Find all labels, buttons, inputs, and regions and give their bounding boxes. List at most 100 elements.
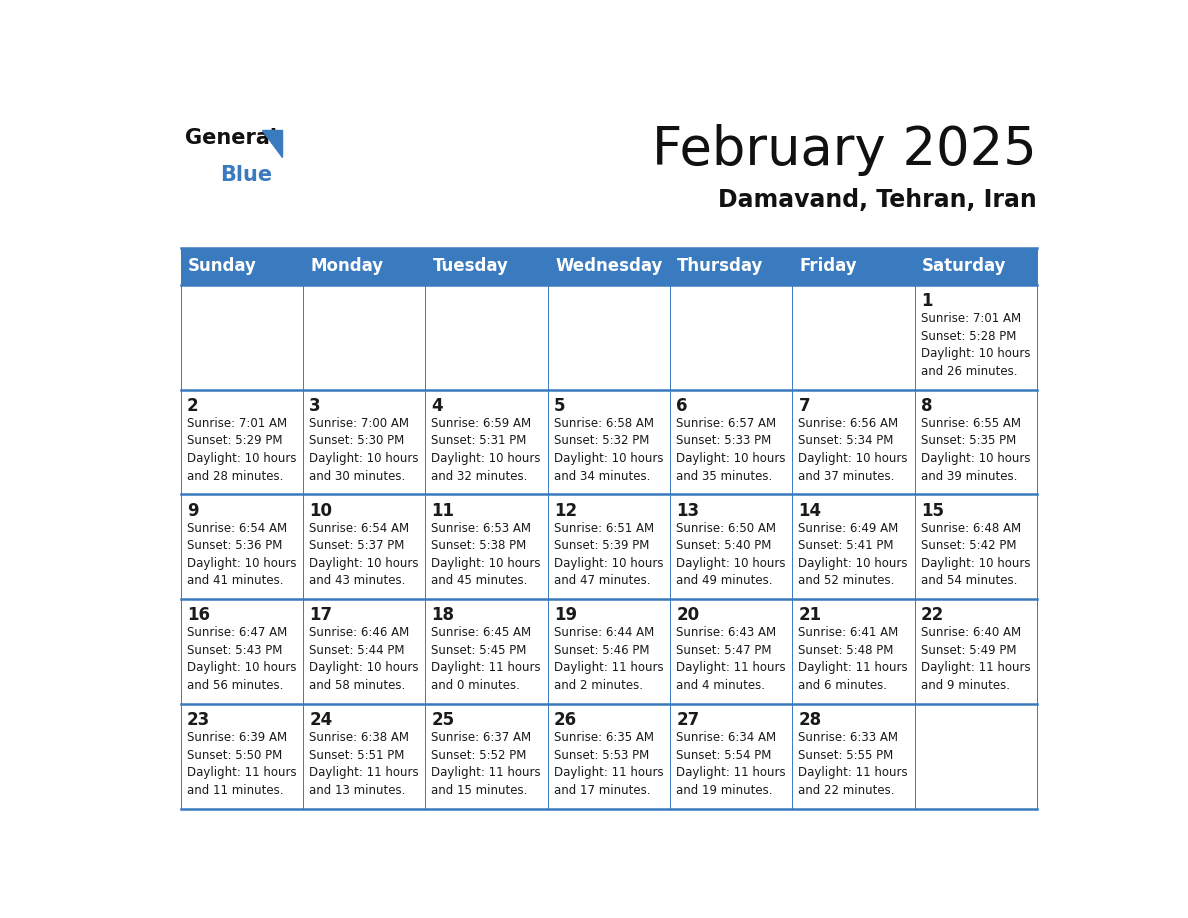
Text: Sunrise: 6:47 AM: Sunrise: 6:47 AM <box>187 626 287 639</box>
Text: Daylight: 10 hours: Daylight: 10 hours <box>309 452 418 465</box>
Bar <box>915 704 1037 809</box>
Text: Sunset: 5:44 PM: Sunset: 5:44 PM <box>309 644 405 657</box>
Text: Daylight: 10 hours: Daylight: 10 hours <box>921 556 1030 570</box>
Text: Daylight: 11 hours: Daylight: 11 hours <box>431 767 541 779</box>
Text: and 0 minutes.: and 0 minutes. <box>431 679 520 692</box>
Text: 18: 18 <box>431 607 455 624</box>
Bar <box>548 599 670 704</box>
Text: Sunrise: 6:54 AM: Sunrise: 6:54 AM <box>309 521 410 534</box>
Text: and 34 minutes.: and 34 minutes. <box>554 469 650 483</box>
Text: and 39 minutes.: and 39 minutes. <box>921 469 1017 483</box>
Bar <box>670 248 792 285</box>
Text: Sunrise: 6:45 AM: Sunrise: 6:45 AM <box>431 626 531 639</box>
Text: Sunrise: 7:00 AM: Sunrise: 7:00 AM <box>309 417 409 430</box>
Text: Sunset: 5:53 PM: Sunset: 5:53 PM <box>554 748 649 762</box>
Text: and 43 minutes.: and 43 minutes. <box>309 575 405 588</box>
Bar <box>670 494 792 599</box>
Text: Daylight: 10 hours: Daylight: 10 hours <box>309 662 418 675</box>
Text: 26: 26 <box>554 711 577 729</box>
Text: and 11 minutes.: and 11 minutes. <box>187 784 284 797</box>
Text: 28: 28 <box>798 711 822 729</box>
Bar <box>548 704 670 809</box>
Text: 1: 1 <box>921 292 933 310</box>
Text: Sunset: 5:30 PM: Sunset: 5:30 PM <box>309 434 404 447</box>
Text: and 58 minutes.: and 58 minutes. <box>309 679 405 692</box>
Text: Sunrise: 6:43 AM: Sunrise: 6:43 AM <box>676 626 776 639</box>
Text: Sunset: 5:28 PM: Sunset: 5:28 PM <box>921 330 1016 342</box>
Bar <box>670 389 792 494</box>
Bar <box>792 285 915 389</box>
Bar <box>792 704 915 809</box>
Text: 11: 11 <box>431 501 455 520</box>
Text: and 41 minutes.: and 41 minutes. <box>187 575 284 588</box>
Text: Wednesday: Wednesday <box>555 257 663 275</box>
Text: and 35 minutes.: and 35 minutes. <box>676 469 772 483</box>
Bar <box>303 704 425 809</box>
Bar <box>181 599 303 704</box>
Text: Sunset: 5:49 PM: Sunset: 5:49 PM <box>921 644 1016 657</box>
Bar <box>792 494 915 599</box>
Text: Sunset: 5:50 PM: Sunset: 5:50 PM <box>187 748 282 762</box>
Bar <box>548 494 670 599</box>
Text: 24: 24 <box>309 711 333 729</box>
Text: Sunset: 5:45 PM: Sunset: 5:45 PM <box>431 644 526 657</box>
Text: Sunset: 5:34 PM: Sunset: 5:34 PM <box>798 434 893 447</box>
Bar <box>792 389 915 494</box>
Text: 27: 27 <box>676 711 700 729</box>
Text: Sunrise: 6:50 AM: Sunrise: 6:50 AM <box>676 521 776 534</box>
Bar <box>792 599 915 704</box>
Text: 20: 20 <box>676 607 700 624</box>
Text: 21: 21 <box>798 607 822 624</box>
Text: Thursday: Thursday <box>677 257 764 275</box>
Bar <box>425 389 548 494</box>
Text: Daylight: 11 hours: Daylight: 11 hours <box>431 662 541 675</box>
Text: Sunrise: 6:53 AM: Sunrise: 6:53 AM <box>431 521 531 534</box>
Text: Friday: Friday <box>800 257 858 275</box>
Text: 15: 15 <box>921 501 943 520</box>
Text: Sunset: 5:32 PM: Sunset: 5:32 PM <box>554 434 649 447</box>
Bar <box>670 599 792 704</box>
Text: and 15 minutes.: and 15 minutes. <box>431 784 527 797</box>
Text: Sunday: Sunday <box>188 257 257 275</box>
Bar <box>792 248 915 285</box>
Text: Sunset: 5:33 PM: Sunset: 5:33 PM <box>676 434 771 447</box>
Text: and 2 minutes.: and 2 minutes. <box>554 679 643 692</box>
Text: Sunset: 5:39 PM: Sunset: 5:39 PM <box>554 539 649 552</box>
Text: 22: 22 <box>921 607 944 624</box>
Text: February 2025: February 2025 <box>652 124 1037 176</box>
Text: 7: 7 <box>798 397 810 415</box>
Text: Sunset: 5:40 PM: Sunset: 5:40 PM <box>676 539 771 552</box>
Text: 5: 5 <box>554 397 565 415</box>
Bar <box>303 285 425 389</box>
Bar <box>303 248 425 285</box>
Text: Daylight: 10 hours: Daylight: 10 hours <box>798 452 908 465</box>
Text: Daylight: 10 hours: Daylight: 10 hours <box>921 452 1030 465</box>
Bar <box>915 494 1037 599</box>
Text: 4: 4 <box>431 397 443 415</box>
Text: Sunset: 5:36 PM: Sunset: 5:36 PM <box>187 539 283 552</box>
Text: Sunrise: 6:39 AM: Sunrise: 6:39 AM <box>187 731 287 744</box>
Bar <box>915 389 1037 494</box>
Text: Sunset: 5:47 PM: Sunset: 5:47 PM <box>676 644 772 657</box>
Text: 17: 17 <box>309 607 333 624</box>
Text: Daylight: 11 hours: Daylight: 11 hours <box>798 767 908 779</box>
Text: and 26 minutes.: and 26 minutes. <box>921 364 1017 378</box>
Text: Daylight: 11 hours: Daylight: 11 hours <box>554 662 663 675</box>
Text: Sunrise: 6:49 AM: Sunrise: 6:49 AM <box>798 521 898 534</box>
Text: Daylight: 10 hours: Daylight: 10 hours <box>187 662 296 675</box>
Text: Sunrise: 6:38 AM: Sunrise: 6:38 AM <box>309 731 409 744</box>
Text: Sunset: 5:55 PM: Sunset: 5:55 PM <box>798 748 893 762</box>
Text: Daylight: 10 hours: Daylight: 10 hours <box>798 556 908 570</box>
Text: Sunrise: 7:01 AM: Sunrise: 7:01 AM <box>187 417 287 430</box>
Bar <box>548 285 670 389</box>
Text: Saturday: Saturday <box>922 257 1006 275</box>
Text: Sunset: 5:35 PM: Sunset: 5:35 PM <box>921 434 1016 447</box>
Text: Sunset: 5:29 PM: Sunset: 5:29 PM <box>187 434 283 447</box>
Text: Sunset: 5:48 PM: Sunset: 5:48 PM <box>798 644 893 657</box>
Text: and 32 minutes.: and 32 minutes. <box>431 469 527 483</box>
Text: Sunrise: 6:55 AM: Sunrise: 6:55 AM <box>921 417 1020 430</box>
Text: and 56 minutes.: and 56 minutes. <box>187 679 283 692</box>
Text: 8: 8 <box>921 397 933 415</box>
Text: and 52 minutes.: and 52 minutes. <box>798 575 895 588</box>
Text: 19: 19 <box>554 607 577 624</box>
